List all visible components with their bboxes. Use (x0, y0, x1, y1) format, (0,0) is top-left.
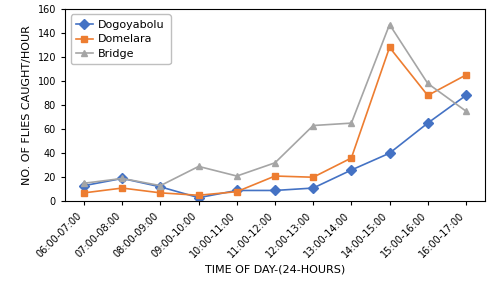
Dogoyabolu (463, 94, 469, 97)
Bridge (348, 121, 354, 125)
Domelara (158, 191, 164, 195)
Dogoyabolu (196, 196, 202, 200)
Line: Domelara: Domelara (80, 44, 469, 199)
Domelara (310, 176, 316, 179)
Domelara (196, 194, 202, 197)
Dogoyabolu (386, 152, 392, 155)
Domelara (463, 73, 469, 77)
Dogoyabolu (424, 121, 430, 125)
Domelara (120, 186, 126, 190)
Domelara (81, 191, 87, 195)
Bridge (196, 165, 202, 168)
Dogoyabolu (348, 168, 354, 172)
Line: Dogoyabolu: Dogoyabolu (80, 92, 469, 201)
Bridge (158, 184, 164, 187)
Dogoyabolu (120, 177, 126, 180)
Domelara (234, 190, 240, 194)
Domelara (424, 94, 430, 97)
Bridge (120, 177, 126, 180)
Dogoyabolu (81, 184, 87, 187)
Bridge (386, 23, 392, 26)
Legend: Dogoyabolu, Domelara, Bridge: Dogoyabolu, Domelara, Bridge (70, 15, 170, 65)
Bridge (310, 124, 316, 127)
Dogoyabolu (310, 186, 316, 190)
Dogoyabolu (234, 189, 240, 192)
Bridge (424, 82, 430, 85)
Dogoyabolu (272, 189, 278, 192)
Bridge (272, 161, 278, 165)
X-axis label: TIME OF DAY-(24-HOURS): TIME OF DAY-(24-HOURS) (205, 265, 345, 275)
Bridge (463, 109, 469, 113)
Y-axis label: NO. OF FLIES CAUGHT/HOUR: NO. OF FLIES CAUGHT/HOUR (22, 25, 32, 185)
Domelara (272, 174, 278, 178)
Bridge (234, 174, 240, 178)
Line: Bridge: Bridge (80, 21, 469, 189)
Bridge (81, 181, 87, 185)
Domelara (386, 46, 392, 49)
Domelara (348, 156, 354, 160)
Dogoyabolu (158, 185, 164, 189)
